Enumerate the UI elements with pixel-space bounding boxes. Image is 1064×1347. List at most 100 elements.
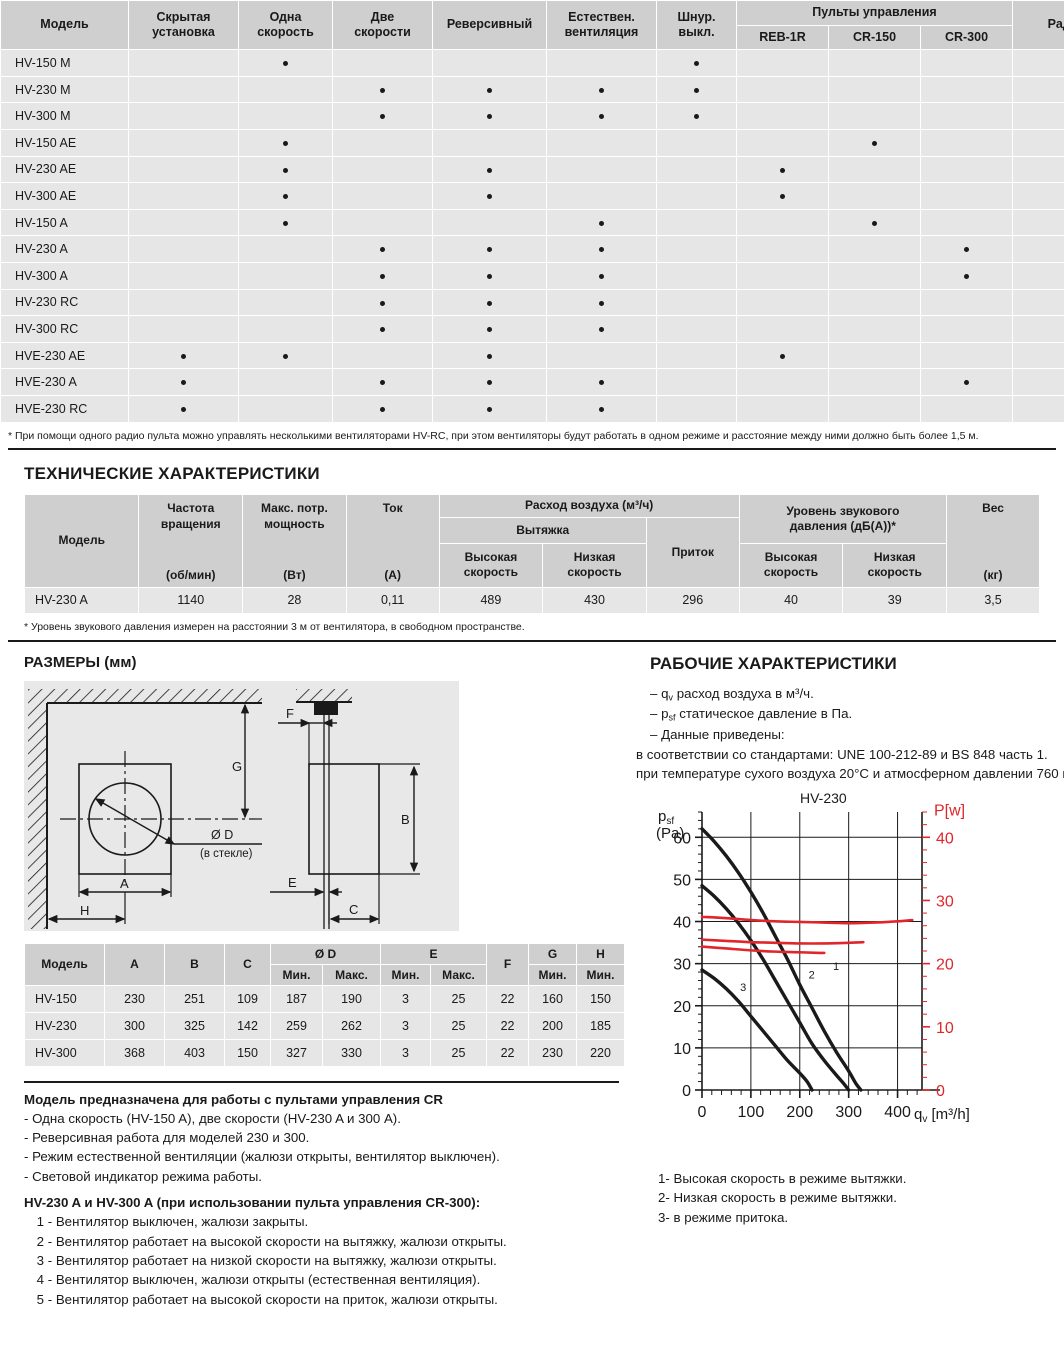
dim-cell-E-max: 25: [429, 1011, 488, 1040]
chart-ytick-label-right: 20: [936, 956, 954, 973]
chart-curve-P3: [700, 944, 826, 954]
performance-title: РАБОЧИЕ ХАРАКТЕРИСТИКИ: [650, 653, 897, 673]
notes-list-2: 1 - Вентилятор выключен, жалюзи закрыты.…: [24, 1212, 619, 1309]
dim-cell-H: 150: [576, 984, 626, 1013]
label-diameter-D: Ø D: [211, 828, 233, 842]
compat-cell-empty: [828, 75, 921, 104]
compat-cell-model: HVE-230 A: [0, 368, 129, 396]
bullet-icon: [694, 83, 699, 97]
tech-col-current-unit: (А): [384, 567, 401, 582]
compat-cell-empty: [238, 288, 333, 317]
compat-cell-empty: [919, 288, 1014, 317]
perf-psf-pre: – p: [650, 706, 669, 722]
notes-block: Модель предназначена для работы с пульта…: [24, 1080, 619, 1310]
chart-ytick-label-left: 20: [673, 998, 691, 1015]
compatibility-table-body: HV-150 M HV-230 M HV-300 M HV-150 AE HV-230 …: [0, 49, 1064, 423]
dim-cell-C: 109: [224, 984, 271, 1013]
dim-cell-E-min: 3: [380, 984, 431, 1013]
bullet-icon: [599, 375, 604, 389]
tech-cell-intake: 296: [645, 586, 740, 614]
compat-cell-empty: [919, 49, 1014, 77]
dim-cell-B: 325: [164, 1011, 225, 1040]
compat-footnote: * При помощи одного радио пульта можно у…: [8, 429, 979, 442]
divider-2: [8, 639, 1056, 642]
label-A: A: [120, 876, 129, 891]
compat-cell-empty: [828, 49, 921, 77]
dim-cell-model: HV-150: [24, 984, 105, 1013]
compat-cell-empty: [238, 262, 333, 290]
dim-cell-D-min: 187: [270, 984, 323, 1013]
tech-col-current: Ток (А): [345, 494, 440, 588]
compat-cell-empty: [656, 341, 737, 370]
compat-cell-empty: [828, 155, 921, 184]
compat-cell-empty: [128, 102, 239, 131]
compat-cell-empty: [656, 182, 737, 210]
compat-cell-empty: [736, 129, 829, 157]
tech-col-model-label: Модель: [58, 533, 105, 548]
dim-cell-D-min: 259: [270, 1011, 323, 1040]
compat-cell-empty: [656, 288, 737, 317]
compat-cell-mark: [238, 129, 333, 157]
chart-title: HV-230: [800, 789, 847, 806]
chart-ytick-label-left: 50: [673, 872, 691, 889]
note-numbered-line: 4 - Вентилятор выключен, жалюзи открыты …: [24, 1270, 619, 1289]
bullet-icon: [694, 109, 699, 123]
compat-cell-mark: [736, 155, 829, 184]
compat-cell-mark: [919, 368, 1014, 396]
compat-cell-mark: [546, 208, 657, 237]
note-number: 2: [36, 1233, 44, 1249]
compat-cell-empty: [919, 182, 1014, 210]
compat-cell-empty: [919, 155, 1014, 184]
compat-cell-model: HV-230 RC: [0, 288, 129, 317]
bullet-icon: [181, 375, 186, 389]
tech-cell-model: HV-230 A: [23, 586, 140, 614]
compat-cell-empty: [238, 368, 333, 396]
note-numbered-line: 2 - Вентилятор работает на высокой скоро…: [24, 1232, 619, 1251]
compat-cell-empty: [1012, 235, 1064, 263]
compat-cell-empty: [128, 155, 239, 184]
bullet-icon: [599, 295, 604, 309]
compat-cell-mark: [432, 341, 547, 370]
divider-1: [8, 448, 1056, 451]
label-in-glass: (в стекле): [200, 848, 253, 860]
compat-cell-empty: [128, 288, 239, 317]
bullet-icon: [964, 375, 969, 389]
chart-xtick-label: 0: [698, 1104, 707, 1121]
bullet-icon: [599, 242, 604, 256]
tech-col-power-label: Макс. потр. мощность: [261, 501, 328, 531]
compat-cell-empty: [238, 102, 333, 131]
bullet-icon: [694, 56, 699, 70]
tech-cell-power: 28: [242, 586, 347, 614]
compat-cell-mark: [238, 155, 333, 184]
compat-cell-empty: [1012, 75, 1064, 104]
compat-cell-empty: [128, 129, 239, 157]
compat-cell-empty: [546, 49, 657, 77]
table-row: HV-300 RC: [0, 315, 1064, 343]
bullet-icon: [380, 109, 385, 123]
note-number: 3: [36, 1253, 44, 1269]
chart-legend-item: 3- в режиме притока.: [658, 1209, 789, 1225]
bullet-icon: [380, 295, 385, 309]
note-numbered-line: 1 - Вентилятор выключен, жалюзи закрыты.: [24, 1212, 619, 1231]
tech-header-row-1: Модель Частота вращения (об/мин) Макс. п…: [23, 494, 1040, 588]
compat-cell-model: HV-300 AE: [0, 182, 129, 210]
chart-legend-item: 1- Высокая скорость в режиме вытяжки.: [658, 1170, 907, 1186]
compat-cell-empty: [828, 288, 921, 317]
tech-col-extract: Вытяжка: [438, 516, 647, 544]
notes-heading-2: HV-230 A и HV-300 A (при использовании п…: [24, 1195, 481, 1211]
dim-col-H-min: Мин.: [576, 963, 626, 986]
compat-cell-empty: [736, 208, 829, 237]
bullet-icon: [380, 83, 385, 97]
note-number: 4: [36, 1272, 44, 1288]
bullet-icon: [283, 136, 288, 150]
compat-cell-model: HVE-230 AE: [0, 341, 129, 370]
perf-psf-sub: sf: [668, 712, 676, 723]
compat-cell-mark: [432, 262, 547, 290]
compat-cell-mark: [128, 368, 239, 396]
dim-cell-model: HV-230: [24, 1011, 105, 1040]
tech-col-extract-low: Низкая скорость: [542, 542, 647, 588]
tech-cell-sound-high: 40: [738, 586, 844, 614]
chart-ylabel-left-unit: (Pa): [656, 825, 684, 842]
bullet-icon: [599, 83, 604, 97]
compat-cell-mark: [332, 368, 433, 396]
